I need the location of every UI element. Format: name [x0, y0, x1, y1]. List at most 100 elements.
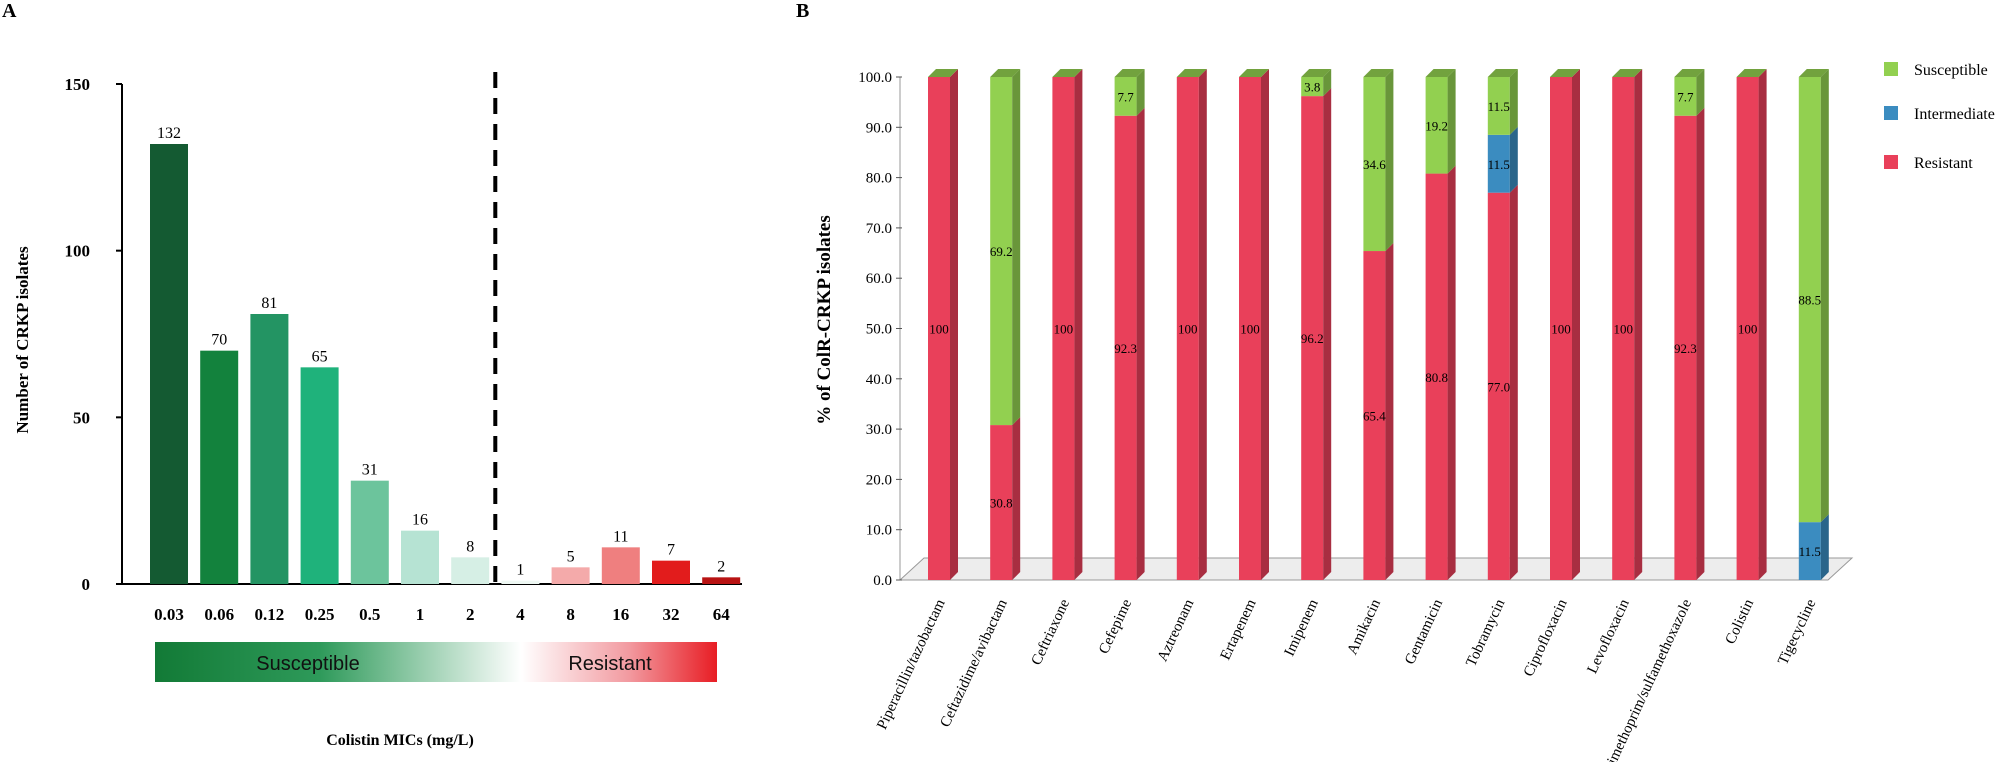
panel-b-y-tick-label: 40.0 [866, 372, 892, 388]
panel-b-segment-label: 34.6 [1363, 157, 1386, 172]
panel-b-x-tick-label: Piperacillin/tazobactam [874, 597, 948, 732]
panel-a-bar [200, 350, 239, 584]
panel-b-bar-top [928, 69, 958, 77]
panel-a-bar-value-label: 5 [567, 548, 575, 565]
panel-a-bar-value-label: 65 [312, 348, 328, 365]
panel-a-bar-value-label: 16 [412, 512, 428, 529]
panel-b-bars: 100 30.8 69.2 100 92.3 7.7 100 100 96.2 3.8 65.4 34… [928, 69, 1829, 581]
panel-a-bar [551, 567, 590, 584]
panel-b-bar-top [1176, 69, 1207, 77]
panel-a-x-tick-label: 0.25 [305, 605, 335, 624]
panel-a-bar-value-label: 8 [466, 538, 474, 555]
panel-b-segment-label: 100 [1613, 322, 1633, 337]
panel-b-x-tick-label: Ceftriaxone [1029, 597, 1074, 668]
panel-b-segment-resistant [990, 425, 1013, 580]
panel-b-y-tick-label: 20.0 [866, 472, 892, 488]
panel-b-bar-top [1798, 69, 1829, 77]
panel-a-bar [401, 530, 439, 584]
panel-a-bar [250, 314, 289, 584]
panel-b-bar-top [1363, 69, 1394, 77]
panel-b-segment-resistant [928, 77, 950, 580]
panel-b-y-tick-label: 70.0 [866, 221, 892, 237]
panel-a-bar-value-label: 7 [667, 542, 675, 559]
panel-b-segment-label: 96.2 [1301, 331, 1324, 346]
panel-a-x-tick-label: 4 [516, 605, 525, 624]
panel-b-chart: 0.0 10.0 20.0 30.0 40.0 50.0 60.0 70.0 80.0 90.0 1… [814, 62, 1995, 762]
panel-b-segment-side-susceptible [1136, 69, 1145, 116]
legend-label-resistant: Resistant [1914, 155, 1973, 172]
panel-a-x-tick-label: 0.5 [359, 605, 380, 624]
resistant-band-label: Resistant [568, 653, 652, 675]
panel-b-segment-susceptible [1114, 77, 1137, 116]
panel-b-segment-label: 3.8 [1304, 80, 1320, 95]
panel-b-segment-label: 80.8 [1425, 370, 1448, 385]
panel-a-bar [601, 547, 640, 584]
panel-b-segment-resistant [1736, 77, 1759, 580]
panel-a-bar [150, 144, 188, 584]
panel-b-x-tick-label: Gentamicin [1402, 596, 1446, 667]
panel-b-segment-label: 69.2 [990, 244, 1013, 259]
panel-a-y-tick-label: 100 [65, 242, 91, 261]
panel-a-x-tick-label: 1 [416, 605, 425, 624]
panel-b-segment-label: 100 [1054, 322, 1074, 337]
panel-a-y-tick-label: 0 [82, 575, 91, 594]
panel-a-x-tick-label: 8 [566, 605, 575, 624]
panel-b-segment-side-susceptible [1447, 69, 1456, 174]
panel-b-segment-side-susceptible [1012, 69, 1021, 426]
panel-b-x-tick-label: Levofloxacin [1585, 596, 1634, 676]
panel-b-bar-top [1114, 69, 1145, 77]
panel-b-segment-label: 65.4 [1363, 409, 1386, 424]
susceptible-band [155, 642, 521, 682]
panel-a-bar [451, 557, 490, 584]
panel-b-segment-intermediate [1487, 134, 1510, 193]
panel-b-segment-resistant [1487, 192, 1510, 580]
panel-b-segment-susceptible [1674, 77, 1697, 116]
panel-a-bar-value-label: 81 [261, 295, 277, 312]
panel-b-segment-side-resistant [1136, 107, 1145, 580]
panel-b-segment-side-resistant [950, 69, 958, 580]
panel-b-segment-resistant [1612, 77, 1635, 580]
susceptible-band-label: Susceptible [256, 653, 359, 675]
panel-b-segment-resistant [1674, 115, 1697, 580]
panel-b-segment-label: 92.3 [1674, 341, 1697, 356]
panel-b-segment-resistant [1550, 77, 1572, 580]
panel-b-segment-label: 7.7 [1677, 89, 1694, 104]
legend-swatch-resistant [1884, 155, 1898, 169]
panel-b-segment-label: 92.3 [1114, 341, 1137, 356]
panel-b-bar-top [1239, 69, 1269, 77]
panel-a-bar [501, 580, 540, 584]
panel-b-segment-resistant [1176, 77, 1199, 580]
panel-b-segment-label: 7.7 [1117, 89, 1134, 104]
panel-a-x-tick-label: 0.12 [255, 605, 285, 624]
resistant-band [521, 642, 717, 682]
panel-a-bar [300, 367, 339, 584]
panel-b-y-tick-label: 100.0 [858, 70, 892, 86]
panel-b-segment-side-resistant [1509, 184, 1518, 580]
panel-b-bar-top [1052, 69, 1083, 77]
panel-b-segment-label: 11.5 [1488, 157, 1510, 172]
panel-b-segment-resistant [1114, 115, 1137, 580]
panel-b-segment-label: 100 [1178, 322, 1198, 337]
panel-b-x-tick-label: Ceftazidime/avibactam [938, 597, 1011, 730]
panel-b-x-tick-label: Aztreonam [1155, 597, 1198, 664]
panel-b-segment-side-susceptible [1820, 69, 1829, 523]
legend-swatch-susceptible [1884, 62, 1898, 76]
panel-a-bar-value-label: 70 [211, 332, 227, 349]
panel-a-bar [652, 560, 690, 584]
panel-b-y-axis-title: % of ColR-CRKP isolates [814, 215, 835, 425]
panel-b-segment-susceptible [990, 77, 1013, 426]
panel-b-segment-side-resistant [1385, 243, 1394, 580]
panel-b-y-tick-label: 90.0 [866, 120, 892, 136]
panel-b-y-tick-label: 0.0 [873, 573, 892, 589]
legend-label-susceptible: Susceptible [1914, 62, 1988, 79]
panel-b-x-tick-label: Tobramycin [1463, 596, 1508, 669]
panel-b-segment-label: 30.8 [990, 496, 1013, 511]
panel-b-segment-side-resistant [1634, 69, 1643, 580]
panel-a-x-axis-title: Colistin MICs (mg/L) [326, 732, 474, 749]
panel-a-y-tick-label: 50 [73, 408, 90, 427]
panel-a-bar [350, 480, 389, 584]
panel-b-x-tick-label: Ertapenem [1218, 597, 1260, 663]
panel-a-bar-value-label: 1 [516, 562, 524, 579]
panel-b-segment-side-intermediate [1509, 126, 1518, 193]
